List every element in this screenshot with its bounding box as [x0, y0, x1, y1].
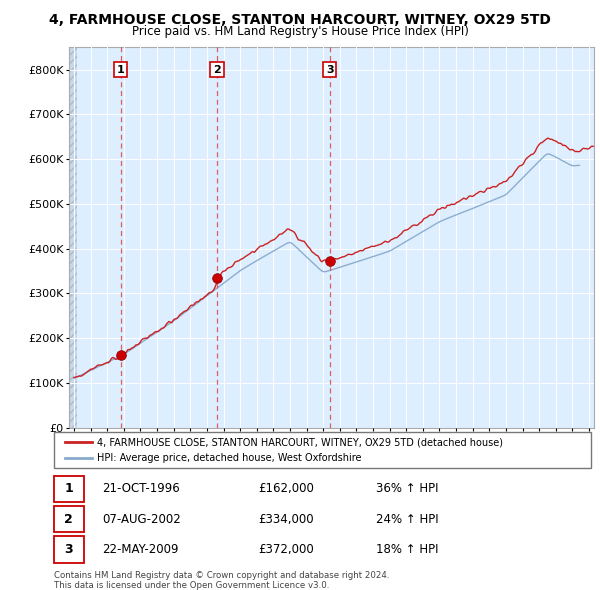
Text: 2: 2	[64, 513, 73, 526]
Text: Price paid vs. HM Land Registry's House Price Index (HPI): Price paid vs. HM Land Registry's House …	[131, 25, 469, 38]
Text: 4, FARMHOUSE CLOSE, STANTON HARCOURT, WITNEY, OX29 5TD: 4, FARMHOUSE CLOSE, STANTON HARCOURT, WI…	[49, 13, 551, 27]
Text: 21-OCT-1996: 21-OCT-1996	[103, 483, 180, 496]
Text: 1: 1	[116, 64, 124, 74]
FancyBboxPatch shape	[54, 476, 83, 502]
Text: HPI: Average price, detached house, West Oxfordshire: HPI: Average price, detached house, West…	[97, 453, 361, 463]
Text: 1: 1	[64, 483, 73, 496]
Text: 22-MAY-2009: 22-MAY-2009	[103, 543, 179, 556]
Text: 18% ↑ HPI: 18% ↑ HPI	[376, 543, 439, 556]
Bar	[69, 47, 77, 428]
Text: 24% ↑ HPI: 24% ↑ HPI	[376, 513, 439, 526]
Text: 3: 3	[64, 543, 73, 556]
Text: 2: 2	[213, 64, 221, 74]
Text: £372,000: £372,000	[258, 543, 314, 556]
Text: 4, FARMHOUSE CLOSE, STANTON HARCOURT, WITNEY, OX29 5TD (detached house): 4, FARMHOUSE CLOSE, STANTON HARCOURT, WI…	[97, 437, 503, 447]
FancyBboxPatch shape	[54, 432, 591, 468]
Text: 3: 3	[326, 64, 334, 74]
Text: Contains HM Land Registry data © Crown copyright and database right 2024.
This d: Contains HM Land Registry data © Crown c…	[54, 571, 389, 590]
Text: £334,000: £334,000	[258, 513, 314, 526]
Text: 07-AUG-2002: 07-AUG-2002	[103, 513, 181, 526]
Text: 36% ↑ HPI: 36% ↑ HPI	[376, 483, 439, 496]
FancyBboxPatch shape	[54, 536, 83, 563]
Text: £162,000: £162,000	[258, 483, 314, 496]
FancyBboxPatch shape	[54, 506, 83, 532]
